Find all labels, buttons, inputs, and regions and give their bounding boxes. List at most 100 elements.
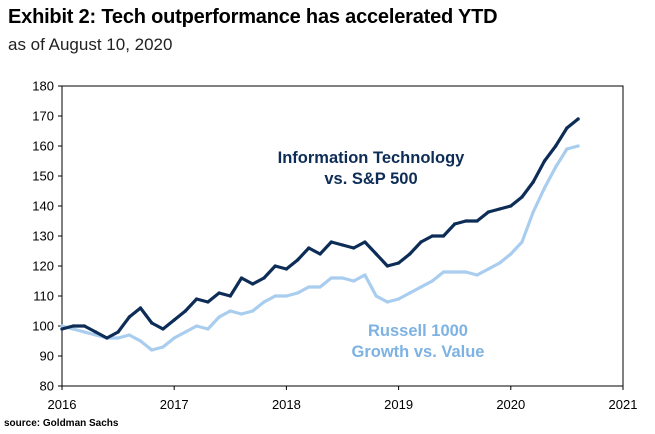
chart-title: Exhibit 2: Tech outperformance has accel… — [8, 6, 498, 28]
series-growth-point — [430, 279, 434, 283]
series-it-point — [475, 219, 479, 223]
series-it-point — [262, 276, 266, 280]
series-it-point — [71, 324, 75, 328]
series-it — [60, 117, 580, 340]
series-growth-line — [60, 144, 580, 352]
series-growth-point — [374, 294, 378, 298]
series-it-point — [531, 180, 535, 184]
annotation-line: Russell 1000 — [368, 322, 468, 340]
series-growth-point — [296, 291, 300, 295]
series-growth-point — [82, 330, 86, 334]
y-tick-label: 80 — [40, 379, 54, 394]
y-tick-label: 150 — [32, 169, 54, 184]
series-it-point — [498, 207, 502, 211]
series-growth-point — [464, 270, 468, 274]
series-growth-point — [531, 210, 535, 214]
series-it-point — [183, 309, 187, 313]
x-tick-label: 2018 — [272, 397, 301, 412]
y-axis: 80 90 100 110 120 130 140 150 160 170 180 — [32, 79, 62, 394]
series-it-point — [251, 282, 255, 286]
series-growth-point — [441, 270, 446, 274]
series-growth-point — [509, 252, 513, 256]
series-growth-point — [453, 270, 457, 274]
series-it-point — [138, 306, 143, 310]
series-it-point — [318, 252, 322, 256]
series-it-point — [565, 126, 569, 130]
series-growth-point — [318, 285, 322, 289]
source-note: source: Goldman Sachs — [4, 418, 119, 429]
x-tick-label: 2020 — [496, 397, 525, 412]
series-it-point — [576, 117, 580, 121]
series-growth-point — [228, 309, 232, 313]
series-growth-point — [127, 333, 131, 337]
series-it-point — [464, 219, 468, 223]
series-growth-point — [195, 324, 199, 328]
series-it-point — [419, 240, 423, 244]
series-it-point — [408, 252, 412, 256]
series-growth-point — [239, 312, 244, 316]
series-growth-point — [565, 147, 569, 151]
annotations: Information Technology vs. S&P 500 Russell… — [278, 149, 485, 361]
series-growth-point — [150, 348, 154, 352]
series-it-point — [172, 318, 176, 322]
series-growth-point — [251, 309, 255, 313]
series-growth-point — [408, 291, 412, 295]
series-it-point — [217, 291, 221, 295]
series-it-point — [554, 144, 558, 148]
x-tick-label: 2016 — [48, 397, 77, 412]
y-tick-label: 100 — [32, 319, 54, 334]
series-it-point — [397, 261, 401, 265]
series-it-point — [374, 252, 378, 256]
series-growth-point — [554, 165, 558, 169]
series-it-point — [441, 234, 446, 238]
series-it-point — [273, 264, 277, 268]
series-it-point — [520, 195, 524, 199]
x-tick-label: 2019 — [384, 397, 413, 412]
series-growth-point — [284, 294, 288, 298]
series-growth-point — [307, 285, 311, 289]
series-it-point — [127, 315, 131, 319]
series-growth-point — [183, 330, 187, 334]
series-it-point — [105, 336, 109, 340]
series-it-point — [195, 297, 199, 301]
series-growth-point — [273, 294, 277, 298]
series-growth-point — [352, 279, 356, 283]
series-growth-point — [116, 336, 120, 340]
y-tick-label: 130 — [32, 229, 54, 244]
series-growth-point — [206, 327, 210, 331]
series-growth-point — [138, 339, 143, 343]
series-growth-point — [172, 336, 176, 340]
series-it-point — [486, 210, 490, 214]
series-growth-point — [419, 285, 423, 289]
series-it-point — [94, 330, 98, 334]
series-it-point — [116, 330, 120, 334]
annotation-russell-1000: Russell 1000 Growth vs. Value — [352, 322, 485, 361]
series-growth-point — [498, 261, 502, 265]
annotation-information-technology: Information Technology vs. S&P 500 — [278, 149, 466, 188]
series-it-point — [161, 327, 165, 331]
series-growth-point — [475, 273, 479, 277]
series-growth-point — [262, 300, 266, 304]
series-it-point — [307, 246, 311, 250]
series-it-point — [329, 240, 333, 244]
x-tick-label: 2021 — [609, 397, 638, 412]
series-it-point — [352, 246, 356, 250]
series-growth-point — [340, 276, 345, 280]
x-tick-label: 2017 — [160, 397, 189, 412]
series-growth-point — [542, 186, 547, 190]
series-it-point — [284, 267, 288, 271]
series-growth-point — [60, 324, 64, 328]
y-tick-label: 140 — [32, 199, 54, 214]
series-growth-point — [71, 327, 75, 331]
series-it-point — [430, 234, 434, 238]
series-growth-point — [397, 297, 401, 301]
series-it-point — [296, 258, 300, 262]
series-it-point — [239, 276, 244, 280]
y-tick-label: 160 — [32, 139, 54, 154]
series-growth-point — [363, 273, 367, 277]
series-it-point — [385, 264, 389, 268]
series-it-point — [206, 300, 210, 304]
series-it-point — [228, 294, 232, 298]
series-it-point — [340, 243, 345, 247]
series-growth-point — [576, 144, 580, 148]
